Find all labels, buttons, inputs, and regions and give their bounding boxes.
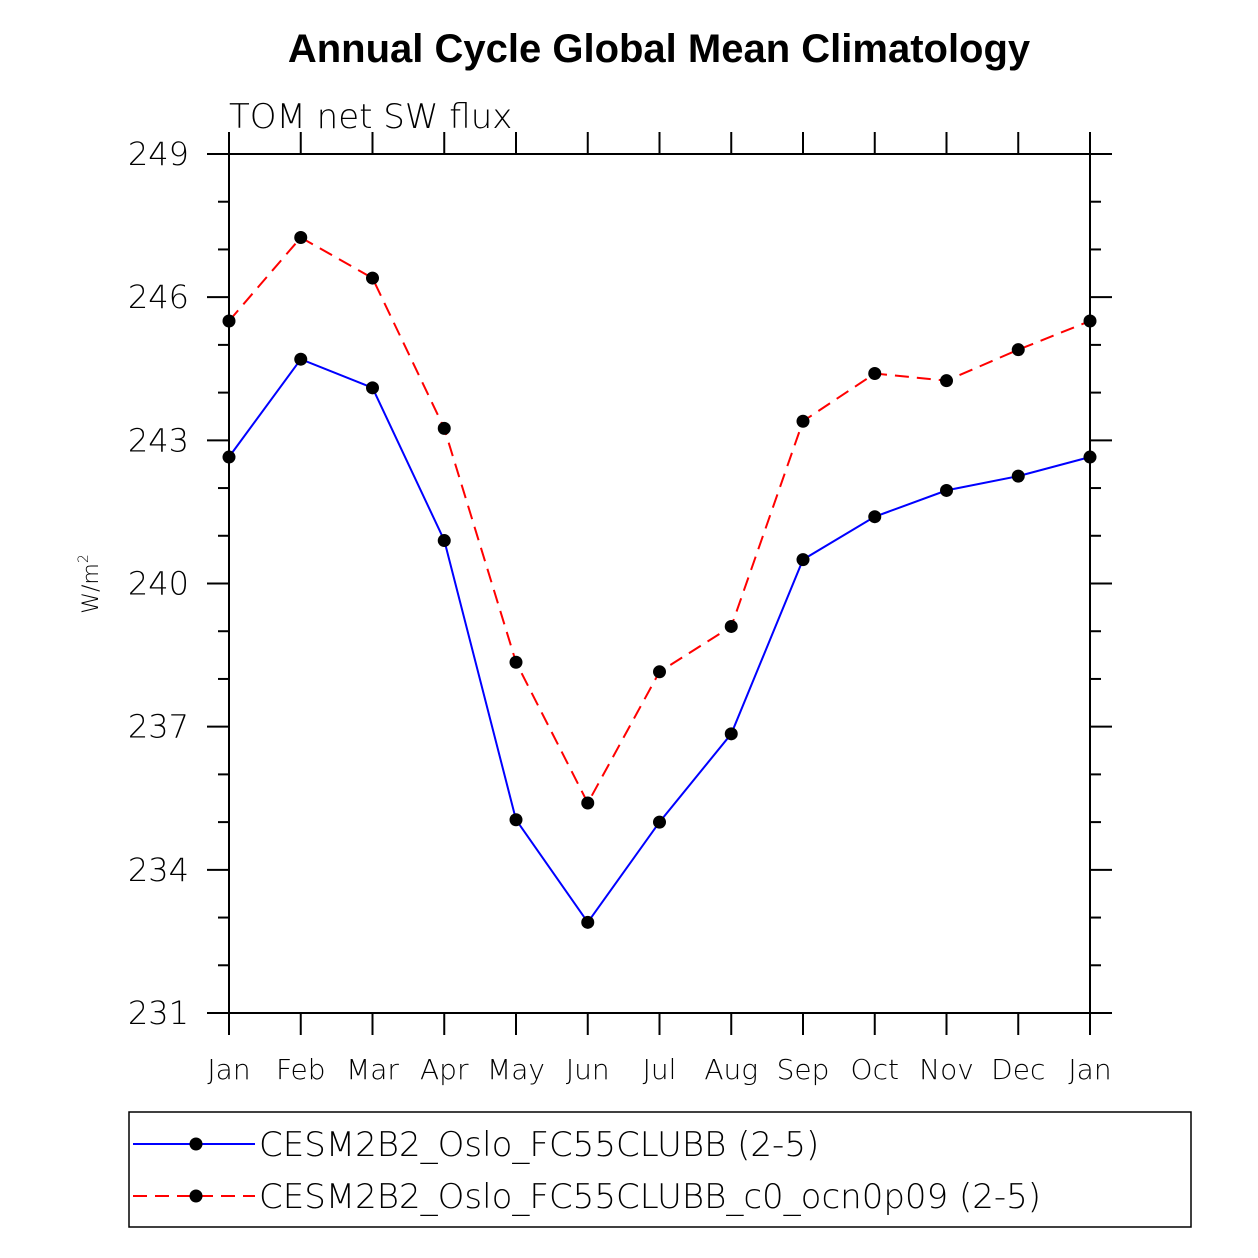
plot-frame — [228, 153, 1091, 1014]
y-tick-label: 243 — [128, 421, 189, 459]
series-1-point — [653, 815, 666, 829]
legend-marker-1 — [189, 1137, 203, 1151]
y-tick-label: 231 — [128, 994, 189, 1032]
legend-marker-2 — [189, 1189, 203, 1203]
x-tick-label: May — [487, 1053, 545, 1086]
series-2-point — [581, 796, 595, 810]
series-1-point — [940, 483, 953, 497]
series-1-point — [437, 534, 451, 548]
x-tick-label: Jul — [643, 1053, 677, 1086]
y-tick-label: 234 — [128, 851, 189, 889]
series-1-point — [868, 510, 882, 524]
x-tick-label: Apr — [420, 1053, 469, 1086]
axes: 231 234 237 240 243 246 249 Jan Feb Mar Apr May Jun J… — [128, 132, 1112, 1086]
y-tick-label: 240 — [128, 565, 189, 603]
series-2-point — [1011, 343, 1025, 357]
series-2-point — [1083, 314, 1097, 328]
y-tick-label: 249 — [128, 135, 189, 173]
chart-subtitle: TOM net SW flux — [229, 97, 512, 137]
y-axis-label: W/m2 — [76, 554, 104, 614]
y-axis-label-superscript: 2 — [76, 554, 92, 563]
series-1-point — [294, 352, 308, 366]
series-1-point — [366, 381, 379, 395]
x-tick-label: Nov — [919, 1053, 974, 1086]
series-layer — [222, 231, 1097, 929]
series-2-point — [796, 414, 810, 428]
y-tick-label: 246 — [128, 278, 189, 316]
x-tick-label: Feb — [276, 1053, 326, 1086]
x-tick-label: Oct — [851, 1053, 899, 1086]
series-line-1 — [228, 357, 1091, 925]
y-tick-label: 237 — [128, 708, 189, 746]
series-2-point — [724, 619, 738, 633]
legend-label-1: CESM2B2_Oslo_FC55CLUBB (2-5) — [259, 1125, 819, 1165]
series-2-point — [222, 314, 236, 328]
series-1-point — [222, 450, 236, 464]
series-1-point — [1011, 469, 1025, 483]
x-tick-label: Mar — [346, 1053, 399, 1086]
x-tick-label: Jan — [1068, 1053, 1111, 1086]
legend-entry-2: CESM2B2_Oslo_FC55CLUBB_c0_ocn0p09 (2-5) — [133, 1177, 1041, 1217]
x-tick-label: Aug — [704, 1053, 758, 1086]
chart-title: Annual Cycle Global Mean Climatology — [288, 27, 1031, 71]
x-tick-label: Jan — [207, 1053, 250, 1086]
x-tick-label: Jun — [566, 1053, 610, 1086]
series-2-point — [868, 367, 882, 381]
series-2-point — [437, 421, 451, 435]
series-1-point — [796, 553, 810, 567]
series-1-point — [581, 915, 595, 929]
series-2-point — [653, 665, 666, 679]
y-axis-label-text: W/m — [79, 563, 104, 614]
series-1-point — [509, 813, 523, 827]
legend-label-2: CESM2B2_Oslo_FC55CLUBB_c0_ocn0p09 (2-5) — [259, 1177, 1041, 1217]
series-line-2 — [228, 236, 1091, 806]
x-tick-label: Dec — [991, 1053, 1045, 1086]
series-2-point — [940, 374, 953, 388]
series-2-point — [294, 231, 308, 245]
series-1-point — [1083, 450, 1097, 464]
x-tick-label: Sep — [777, 1053, 830, 1086]
series-1-point — [724, 727, 738, 741]
legend-box — [128, 1111, 1192, 1228]
series-2-point — [366, 271, 379, 285]
series-2-point — [509, 655, 523, 669]
legend-entry-1: CESM2B2_Oslo_FC55CLUBB (2-5) — [133, 1125, 819, 1165]
